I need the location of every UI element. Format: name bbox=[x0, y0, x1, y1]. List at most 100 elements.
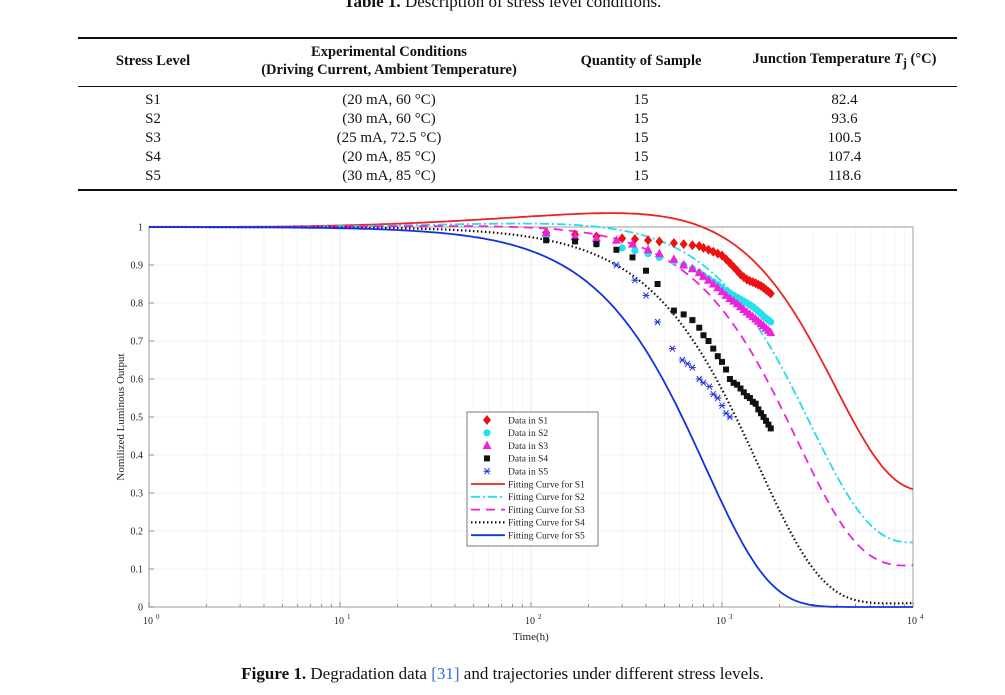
data-point bbox=[719, 358, 725, 365]
data-point bbox=[572, 238, 579, 245]
legend-entry: Fitting Curve for S1 bbox=[471, 479, 585, 490]
data-point bbox=[654, 281, 661, 287]
cell-level: S1 bbox=[145, 92, 161, 108]
legend-label: Data in S2 bbox=[508, 429, 548, 439]
asterisk-stroke bbox=[723, 409, 729, 417]
asterisk-stroke bbox=[719, 402, 725, 409]
table-row: S3 (25 mA, 72.5 °C) 15 100.5 bbox=[78, 129, 957, 148]
figure-caption-text-2: and trajectories under different stress … bbox=[459, 664, 764, 683]
legend-entry: Data in S5 bbox=[483, 467, 548, 478]
series-data-in-s3 bbox=[541, 227, 776, 337]
data-point bbox=[629, 254, 636, 261]
y-tick-label: 0.1 bbox=[131, 565, 144, 576]
data-point bbox=[710, 345, 717, 352]
table-row: S2 (30 mA, 60 °C) 15 93.6 bbox=[78, 110, 957, 129]
data-point bbox=[687, 263, 697, 273]
legend-entry: Fitting Curve for S2 bbox=[471, 492, 585, 503]
data-point bbox=[654, 318, 662, 326]
asterisk-stroke bbox=[727, 413, 733, 421]
data-point bbox=[611, 235, 621, 244]
data-point bbox=[612, 261, 620, 269]
header-junction-sub: j bbox=[902, 55, 907, 70]
y-tick-label: 0 bbox=[138, 603, 143, 614]
asterisk-stroke bbox=[696, 375, 703, 383]
data-point bbox=[543, 237, 550, 244]
cell-temperature: 118.6 bbox=[732, 167, 957, 191]
y-tick-label: 0.8 bbox=[131, 299, 144, 310]
series-data-in-s5 bbox=[612, 261, 734, 421]
table-caption-label: Table 1. bbox=[343, 0, 401, 11]
data-point bbox=[740, 389, 747, 396]
data-point bbox=[746, 395, 753, 401]
header-junction-unit: (°C) bbox=[906, 51, 937, 68]
data-point bbox=[713, 282, 723, 292]
data-point bbox=[743, 393, 750, 400]
header-quantity: Quantity of Sample bbox=[550, 37, 732, 87]
table-caption-text: Description of stress level conditions. bbox=[400, 0, 662, 11]
data-point bbox=[679, 260, 689, 269]
asterisk-stroke bbox=[684, 360, 691, 368]
header-junction-temperature: Junction Temperature Tj (°C) bbox=[732, 37, 957, 87]
data-point bbox=[737, 385, 744, 392]
data-point bbox=[709, 390, 717, 398]
legend-entry: Fitting Curve for S5 bbox=[471, 531, 585, 542]
data-point bbox=[643, 244, 653, 254]
data-point bbox=[688, 364, 696, 371]
data-point bbox=[593, 241, 600, 248]
header-conditions-line1: Experimental Conditions bbox=[311, 44, 467, 60]
cell-conditions: (30 mA, 85 °C) bbox=[228, 167, 550, 191]
x-axis-label: Time(h) bbox=[513, 631, 549, 643]
data-point bbox=[698, 271, 708, 280]
asterisk-stroke bbox=[669, 345, 676, 352]
data-point bbox=[669, 254, 679, 263]
data-point bbox=[613, 246, 620, 253]
data-point bbox=[570, 231, 580, 240]
cell-level: S5 bbox=[78, 167, 228, 191]
cell-level: S3 bbox=[145, 130, 161, 146]
y-tick-label: 1 bbox=[138, 223, 143, 234]
figure-caption-reference[interactable]: [31] bbox=[431, 664, 460, 683]
data-point bbox=[726, 376, 733, 382]
data-point bbox=[591, 233, 601, 242]
data-point bbox=[644, 235, 653, 246]
legend-label: Data in S5 bbox=[508, 468, 548, 478]
cell-temperature: 100.5 bbox=[827, 130, 862, 146]
data-point bbox=[704, 275, 714, 284]
data-point bbox=[767, 425, 774, 432]
cell-conditions: (25 mA, 72.5 °C) bbox=[336, 130, 442, 146]
curve-fitting-curve-for-s5 bbox=[149, 226, 913, 608]
data-point bbox=[714, 353, 721, 360]
table-row: S1 (20 mA, 60 °C) 15 82.4 bbox=[78, 87, 957, 111]
data-point bbox=[689, 317, 696, 324]
data-point bbox=[631, 276, 639, 284]
table-row: S5 (30 mA, 85 °C) 15 118.6 bbox=[78, 167, 957, 191]
x-tick-label-exponent: 4 bbox=[920, 613, 924, 621]
cell-level: S2 bbox=[145, 111, 161, 127]
x-tick-label: 10 4 bbox=[907, 613, 924, 627]
table-row: S4 (20 mA, 85 °C) 15 107.4 bbox=[78, 148, 957, 167]
data-point bbox=[631, 246, 639, 255]
x-tick-label-base: 10 bbox=[143, 616, 153, 627]
y-tick-label: 0.7 bbox=[131, 337, 144, 348]
x-tick-label: 10 1 bbox=[334, 613, 351, 627]
x-tick-label-exponent: 3 bbox=[729, 613, 733, 621]
data-point bbox=[695, 375, 703, 383]
data-point bbox=[680, 311, 687, 318]
data-point bbox=[767, 318, 775, 326]
figure-caption: Figure 1. Degradation data [31] and traj… bbox=[0, 664, 1005, 684]
header-experimental-conditions: Experimental Conditions (Driving Current,… bbox=[228, 37, 550, 87]
legend-entry: Data in S1 bbox=[483, 415, 548, 426]
series-data-in-s4 bbox=[543, 237, 774, 432]
data-point bbox=[483, 467, 491, 475]
cell-quantity: 15 bbox=[633, 130, 649, 146]
legend-label: Fitting Curve for S1 bbox=[508, 479, 585, 490]
asterisk-stroke bbox=[643, 292, 649, 299]
stress-level-table: Stress Level Experimental Conditions (Dri… bbox=[78, 37, 957, 191]
legend-label: Fitting Curve for S2 bbox=[508, 492, 585, 503]
data-point bbox=[654, 248, 664, 258]
data-point bbox=[688, 240, 697, 251]
legend-label: Data in S4 bbox=[508, 455, 548, 465]
data-point bbox=[714, 394, 722, 402]
data-point bbox=[678, 356, 686, 364]
x-tick-label-base: 10 bbox=[907, 616, 917, 627]
